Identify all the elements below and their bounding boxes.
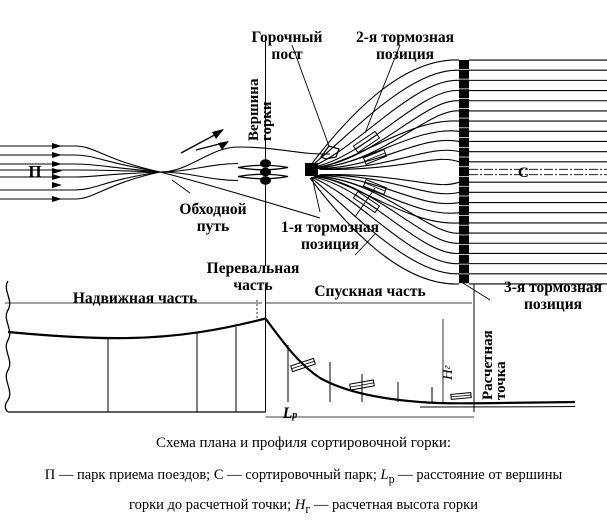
svg-text:C: C (518, 165, 529, 181)
